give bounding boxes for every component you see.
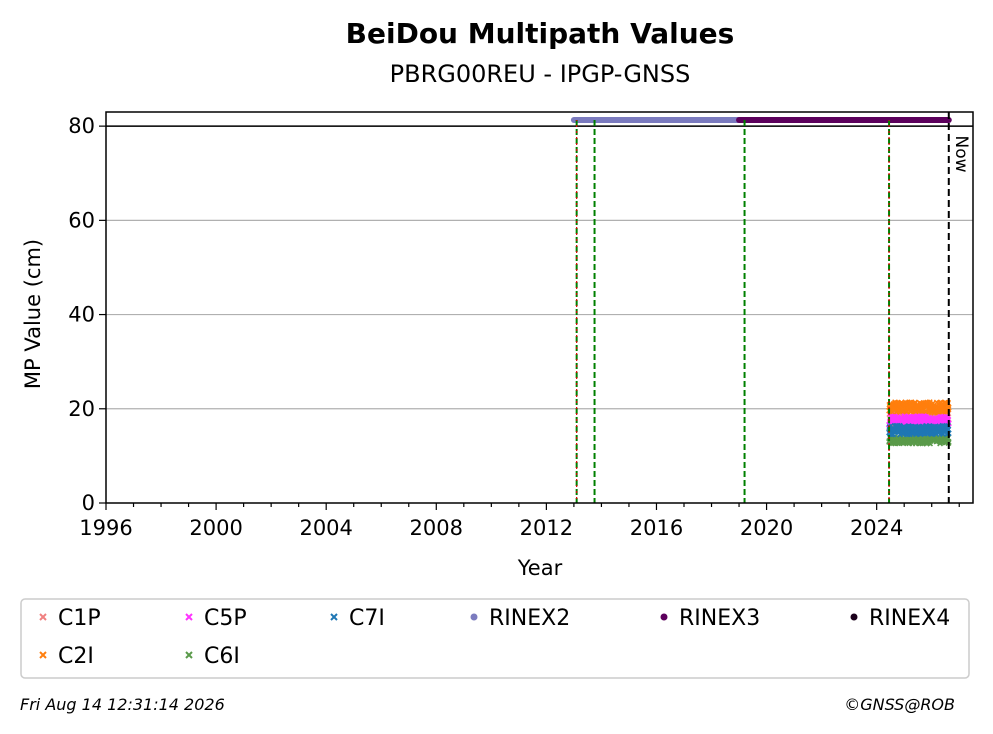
legend-label: C7I [349,606,385,631]
axes: 1996 2000 2004 2008 2012 2016 2020 2024 0 20 40 60 8… [68,111,974,540]
legend-item-rinex4: RINEX4 [850,606,950,631]
x-tick-label: 1996 [79,516,132,540]
y-tick-label: 40 [68,303,95,327]
x-tick-label: 2024 [850,516,903,540]
legend-item-rinex2: RINEX2 [470,606,570,631]
legend-label: RINEX2 [489,606,570,631]
legend-marker [39,651,47,659]
legend-marker [39,613,47,621]
legend: C1P C5P C7I RINEX2 RINEX3 RINEX4 C2I C6I [39,606,950,669]
legend-marker [850,613,858,621]
legend-item-rinex3: RINEX3 [660,606,760,631]
chart-subtitle: PBRG00REU - IPGP-GNSS [390,60,691,88]
legend-item-c6i: C6I [185,644,240,669]
data-point [945,439,952,445]
legend-label: RINEX3 [679,606,760,631]
legend-marker [660,613,668,621]
legend-marker [185,613,193,621]
data-point [945,404,952,411]
series-c6i [886,433,952,447]
x-tick-label: 2012 [520,516,573,540]
y-tick-label: 0 [82,491,95,515]
x-axis-label: Year [517,556,563,580]
y-axis-label: MP Value (cm) [21,239,45,389]
now-label: Now [951,136,971,173]
legend-label: C6I [204,644,240,669]
legend-marker [330,613,338,621]
legend-marker [470,613,478,621]
x-tick-label: 2008 [410,516,463,540]
series-c7i [886,422,952,438]
legend-label: C2I [58,644,94,669]
legend-box [20,598,970,679]
legend-item-c7i: C7I [330,606,385,631]
series-points [886,399,952,447]
legend-label: C1P [58,606,101,631]
x-tick-label: 2016 [630,516,683,540]
y-tick-label: 60 [68,208,95,232]
grid-lines [106,125,973,410]
plot-frame [105,111,974,504]
legend-label: C5P [204,606,247,631]
y-tick-label: 80 [68,114,95,138]
series-c2i [886,399,952,416]
chart-title: BeiDou Multipath Values [346,17,735,50]
footer-timestamp: Fri Aug 14 12:31:14 2026 [20,695,225,714]
y-tick-label: 20 [68,397,95,421]
legend-item-c1p: C1P [39,606,101,631]
x-tick-label: 2000 [189,516,242,540]
legend-marker [185,651,193,659]
x-tick-label: 2004 [299,516,352,540]
x-tick-label: 2020 [740,516,793,540]
legend-item-c5p: C5P [185,606,247,631]
footer-credit: ©GNSS@ROB [844,695,955,714]
event-lines: Now [575,112,971,503]
legend-label: RINEX4 [869,606,950,631]
legend-item-c2i: C2I [39,644,94,669]
